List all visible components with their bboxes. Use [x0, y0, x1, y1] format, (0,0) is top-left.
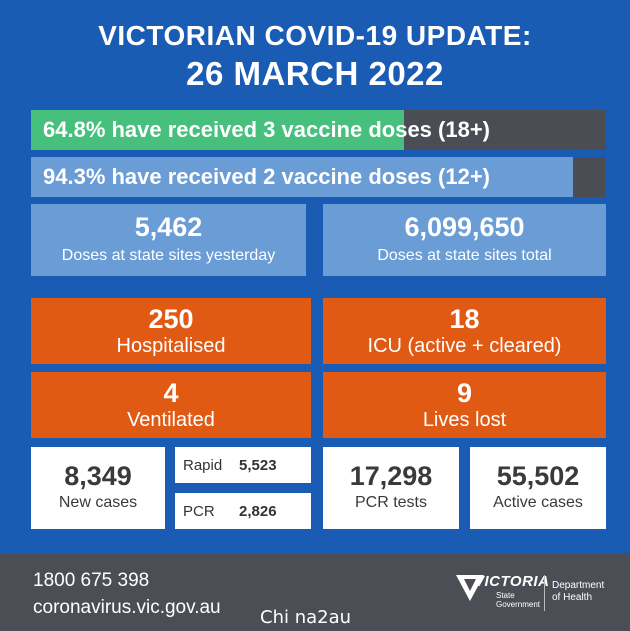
hospitalised-label: Hospitalised [116, 335, 226, 357]
pcr-tests-value: 17,298 [349, 461, 433, 491]
ventilated-label: Ventilated [127, 409, 215, 431]
rapid-value: 5,523 [239, 456, 277, 474]
ventilated-card: 4 Ventilated [31, 372, 311, 438]
doses-total-label: Doses at state sites total [377, 247, 552, 264]
new-cases-card: 8,349 New cases [31, 447, 165, 529]
department-of-health-label: Department of Health [552, 580, 605, 603]
pcr-tests-card: 17,298 PCR tests [323, 447, 459, 529]
active-cases-label: Active cases [493, 494, 583, 511]
three-dose-label: 64.8% have received 3 vaccine doses (18+… [43, 117, 491, 142]
lives-lost-value: 9 [456, 378, 473, 408]
lives-lost-label: Lives lost [422, 409, 507, 431]
page-title: VICTORIAN COVID-19 UPDATE: [98, 20, 532, 51]
active-cases-card: 55,502 Active cases [470, 447, 606, 529]
watermark: Chi na2au [260, 607, 352, 628]
icu-card: 18 ICU (active + cleared) [323, 298, 606, 364]
three-dose-bar-fill [31, 110, 404, 150]
new-cases-label: New cases [58, 494, 138, 511]
three-dose-bar: 64.8% have received 3 vaccine doses (18+… [31, 110, 606, 150]
active-cases-value: 55,502 [496, 461, 580, 491]
phone-number: 1800 675 398 [33, 570, 150, 591]
doses-yesterday-label: Doses at state sites yesterday [61, 247, 276, 264]
logo-divider [544, 575, 545, 611]
lives-lost-card: 9 Lives lost [323, 372, 606, 438]
rapid-label: Rapid [183, 456, 223, 474]
doses-total-value: 6,099,650 [404, 212, 525, 242]
hospitalised-card: 250 Hospitalised [31, 298, 311, 364]
pcr-tests-label: PCR tests [354, 494, 427, 511]
rapid-card: Rapid 5,523 [175, 447, 311, 483]
doses-yesterday-card: 5,462 Doses at state sites yesterday [31, 204, 306, 276]
victoria-logo-subtext: State Government [496, 591, 541, 609]
pcr-value: 2,826 [239, 502, 277, 520]
doses-total-card: 6,099,650 Doses at state sites total [323, 204, 606, 276]
ventilated-value: 4 [163, 378, 179, 408]
footer: 1800 675 398 coronavirus.vic.gov.au Chi … [0, 553, 630, 631]
icu-value: 18 [449, 304, 480, 334]
website-link[interactable]: coronavirus.vic.gov.au [33, 597, 221, 618]
hospitalised-value: 250 [148, 304, 194, 334]
pcr-card: PCR 2,826 [175, 493, 311, 529]
icu-label: ICU (active + cleared) [367, 335, 562, 357]
two-dose-label: 94.3% have received 2 vaccine doses (12+… [43, 164, 491, 189]
victoria-triangle-icon [456, 575, 484, 601]
new-cases-value: 8,349 [64, 461, 132, 491]
page-date: 26 MARCH 2022 [186, 55, 444, 92]
two-dose-bar: 94.3% have received 2 vaccine doses (12+… [31, 157, 606, 197]
pcr-label: PCR [183, 502, 215, 520]
victoria-logo-text: VICTORIA [474, 573, 550, 590]
two-dose-bar-fill [31, 157, 574, 197]
doses-yesterday-value: 5,462 [134, 212, 203, 242]
